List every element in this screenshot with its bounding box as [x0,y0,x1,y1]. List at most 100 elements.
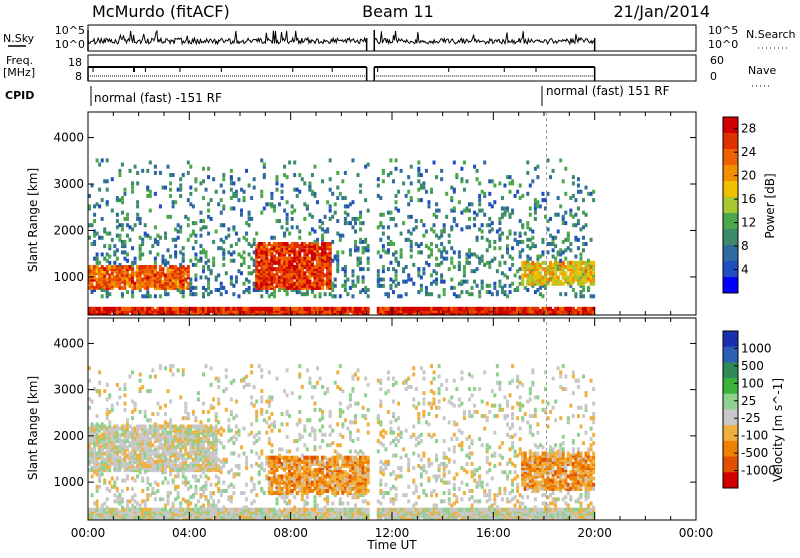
data-cell [230,244,233,248]
data-cell [245,238,248,242]
noise-left-tick-bottom: 10^0 [55,38,85,51]
data-cell [283,232,286,236]
data-cell [260,400,263,404]
data-cell [167,499,170,503]
data-cell [422,223,425,227]
data-cell [481,209,484,213]
data-cell [222,445,225,449]
data-cell [154,265,157,269]
data-cell [232,485,235,489]
data-cell [511,246,514,250]
data-cell [227,418,230,422]
data-cell [245,375,248,379]
data-cell [179,395,182,399]
data-cell [326,227,329,231]
data-cell [207,202,210,206]
data-cell [554,244,557,248]
data-cell [101,217,104,221]
data-cell [460,177,463,181]
data-cell [341,250,344,254]
data-cell [382,213,385,217]
data-cell [313,165,316,169]
data-cell [509,267,512,271]
data-cell [395,158,398,162]
data-cell [291,225,294,229]
data-cell [455,223,458,227]
data-cell [270,192,273,196]
data-cell [509,175,512,179]
data-cell [141,238,144,242]
data-cell [420,242,423,246]
data-cell [420,198,423,202]
data-cell [395,257,398,261]
data-cell [141,385,144,389]
data-cell [278,429,281,433]
data-cell [541,250,544,254]
data-cell [324,215,327,219]
data-cell [379,196,382,200]
data-cell [243,282,246,286]
data-cell [220,441,223,445]
data-cell [156,402,159,406]
data-cell [529,213,532,217]
data-cell [126,259,129,263]
data-cell [382,169,385,173]
data-cell [210,217,213,221]
data-cell [134,479,137,483]
data-cell [131,227,134,231]
data-cell [564,292,567,296]
data-cell [478,294,481,298]
data-cell [346,292,349,296]
data-cell [400,294,403,298]
data-cell [443,292,446,296]
data-cell [438,294,441,298]
data-cell [222,248,225,252]
data-cell [587,286,590,290]
data-cell [359,227,362,231]
data-cell [108,489,111,493]
data-cell [98,204,101,208]
data-cell [215,229,218,233]
data-cell [541,238,544,242]
data-cell [194,177,197,181]
data-cell [344,288,347,292]
data-cell [144,223,147,227]
data-cell [202,443,205,447]
data-cell [440,234,443,238]
data-cell [118,387,121,391]
data-cell [255,400,258,404]
data-cell [501,232,504,236]
data-cell [232,452,235,456]
data-cell [443,280,446,284]
data-cell [572,288,575,292]
data-cell [405,292,408,296]
data-cell [273,294,276,298]
data-cell [172,173,175,177]
data-cell [230,275,233,279]
data-cell [167,292,170,296]
data-cell [134,402,137,406]
data-cell [134,493,137,497]
data-cell [324,292,327,296]
data-cell [177,495,180,499]
data-cell [281,447,284,451]
data-cell [225,408,228,412]
data-cell [215,424,218,428]
data-cell [151,368,154,372]
data-cell [506,244,509,248]
data-cell [255,418,258,422]
data-cell [159,236,162,240]
data-cell [187,223,190,227]
data-cell [526,221,529,225]
data-cell [336,196,339,200]
data-cell [197,479,200,483]
data-cell [111,177,114,181]
data-cell [286,227,289,231]
data-cell [197,499,200,503]
data-cell [222,177,225,181]
data-cell [460,290,463,294]
data-cell [230,468,233,472]
data-cell [225,489,228,493]
data-cell [435,271,438,275]
data-cell [400,169,403,173]
